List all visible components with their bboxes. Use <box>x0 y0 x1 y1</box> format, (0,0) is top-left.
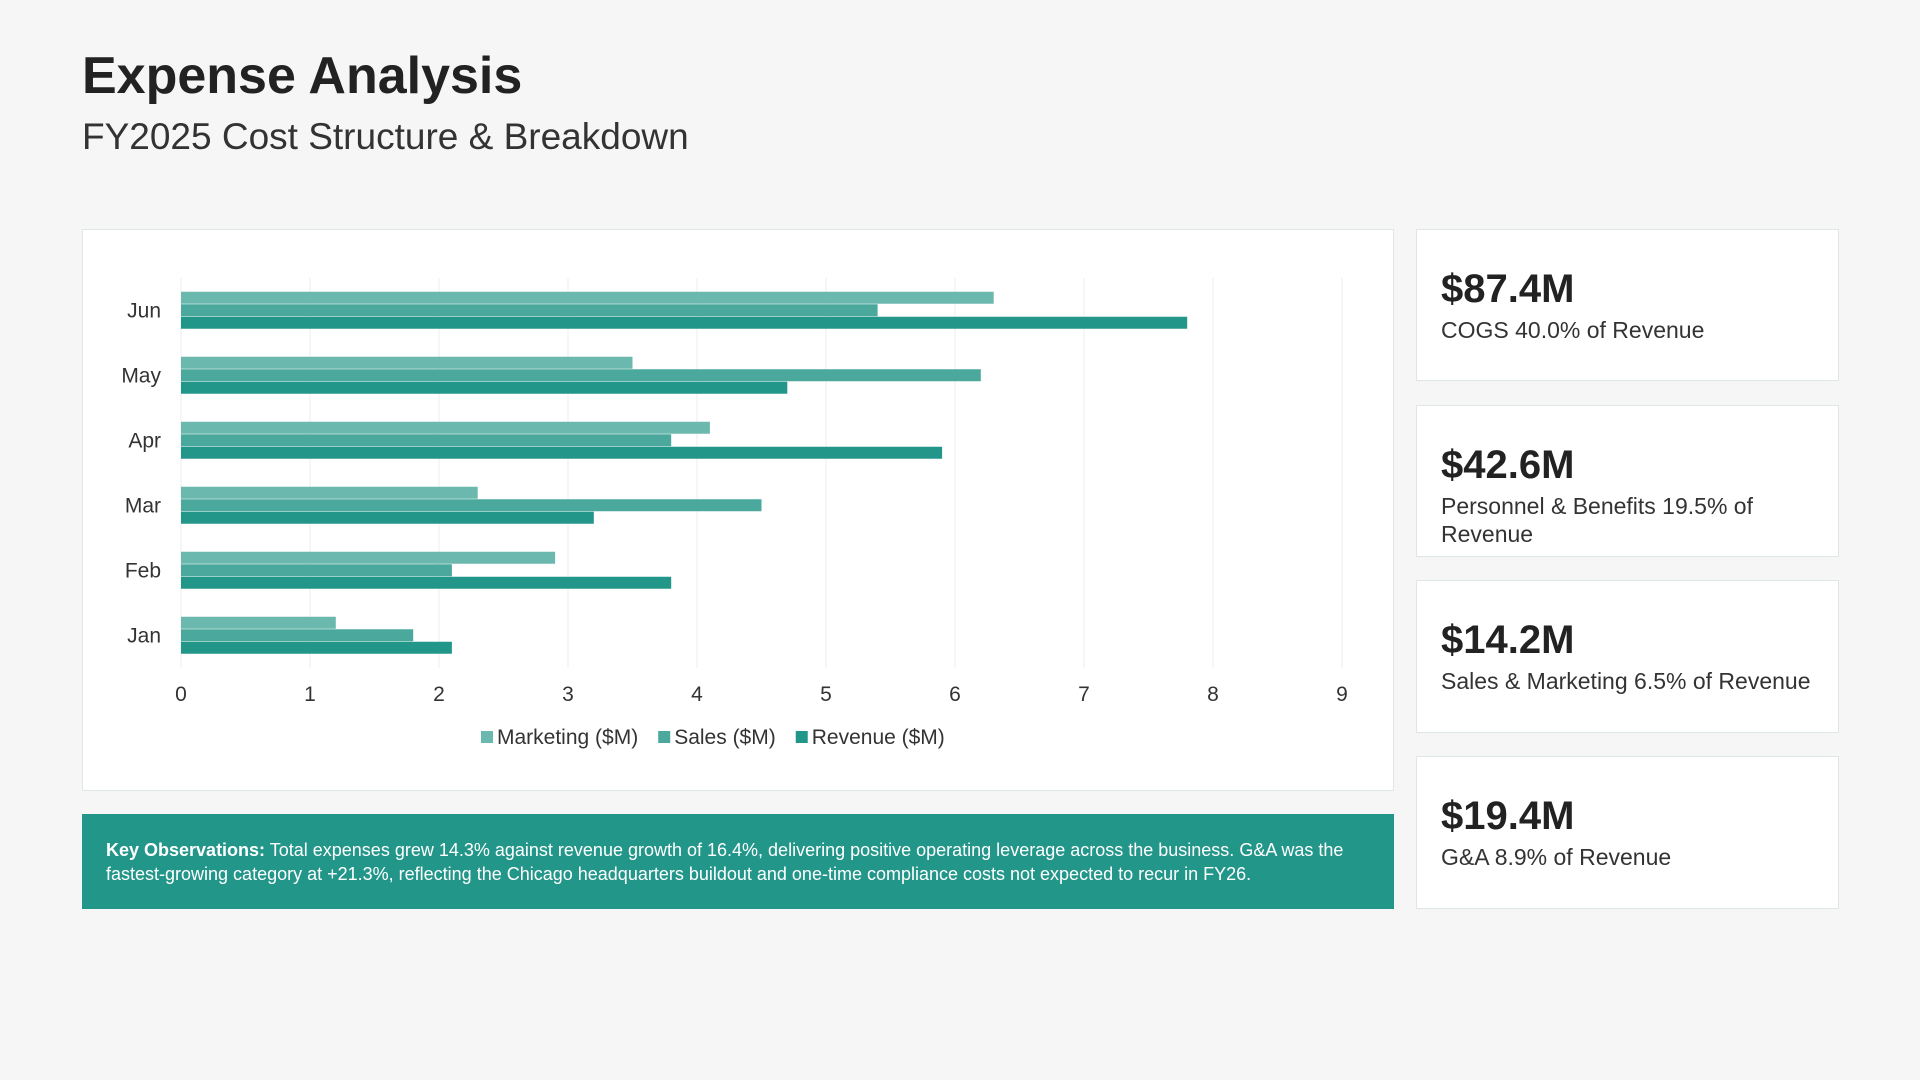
bar-marketing-mar <box>181 486 478 499</box>
legend-swatch <box>795 731 808 743</box>
legend-swatch <box>658 731 671 743</box>
kpi-card-personnel: $42.6M Personnel & Benefits 19.5% of Rev… <box>1416 405 1839 557</box>
x-tick-label: 0 <box>175 683 187 706</box>
bar-revenue-mar <box>181 511 594 524</box>
x-tick-label: 4 <box>691 683 703 706</box>
bar-marketing-jan <box>181 616 336 629</box>
kpi-label: COGS 40.0% of Revenue <box>1441 317 1705 343</box>
bar-chart: 0 1 2 3 4 5 6 7 8 9 Jan Feb Mar Apr May Jun Marketing ($… <box>121 278 1348 749</box>
bar-sales-jan <box>181 629 414 642</box>
y-tick-label: Apr <box>128 430 161 453</box>
kpi-card-ga: $19.4M G&A 8.9% of Revenue <box>1416 756 1839 909</box>
y-tick-label: Jun <box>127 300 161 323</box>
observations-text: Total expenses grew 14.3% against revenu… <box>106 840 1344 884</box>
bar-revenue-apr <box>181 446 943 459</box>
legend-label: Revenue ($M) <box>812 726 945 749</box>
bar-revenue-may <box>181 381 788 394</box>
y-tick-label: Mar <box>125 495 161 518</box>
kpi-value: $19.4M <box>1441 794 1575 838</box>
x-tick-label: 1 <box>304 683 316 706</box>
kpi-label: Sales & Marketing 6.5% of Revenue <box>1441 668 1811 694</box>
bar-revenue-jan <box>181 641 452 654</box>
bar-sales-feb <box>181 564 452 577</box>
kpi-value: $42.6M <box>1441 443 1575 487</box>
kpi-value: $14.2M <box>1441 618 1575 662</box>
page-subtitle: FY2025 Cost Structure & Breakdown <box>82 116 689 157</box>
bar-marketing-feb <box>181 551 556 564</box>
bar-marketing-may <box>181 356 633 369</box>
key-observations-box: Key Observations: Total expenses grew 14… <box>82 814 1394 909</box>
bar-marketing-jun <box>181 291 994 304</box>
kpi-value: $87.4M <box>1441 267 1575 311</box>
kpi-card-cogs: $87.4M COGS 40.0% of Revenue <box>1416 229 1839 381</box>
x-tick-label: 2 <box>433 683 445 706</box>
x-tick-label: 7 <box>1078 683 1090 706</box>
bar-revenue-jun <box>181 316 1188 329</box>
kpi-label: G&A 8.9% of Revenue <box>1441 844 1672 870</box>
kpi-label: Personnel & Benefits 19.5% of Revenue <box>1441 493 1753 547</box>
x-tick-label: 8 <box>1207 683 1219 706</box>
x-tick-label: 6 <box>949 683 961 706</box>
y-tick-label: May <box>121 365 161 388</box>
bar-revenue-feb <box>181 576 672 589</box>
bar-sales-apr <box>181 434 672 447</box>
chart-card: 0 1 2 3 4 5 6 7 8 9 Jan Feb Mar Apr May Jun Marketing ($… <box>82 229 1394 791</box>
bar-sales-may <box>181 369 981 382</box>
legend-label: Sales ($M) <box>674 726 776 749</box>
observations-label: Key Observations: <box>106 840 266 860</box>
page-title: Expense Analysis <box>82 47 523 105</box>
kpi-card-sales-marketing: $14.2M Sales & Marketing 6.5% of Revenue <box>1416 580 1839 733</box>
bar-sales-jun <box>181 304 878 317</box>
x-tick-label: 9 <box>1336 683 1348 706</box>
x-tick-label: 5 <box>820 683 832 706</box>
y-tick-label: Jan <box>127 625 161 648</box>
bar-sales-mar <box>181 499 762 512</box>
y-tick-label: Feb <box>125 560 161 583</box>
x-tick-label: 3 <box>562 683 574 706</box>
legend-label: Marketing ($M) <box>497 726 638 749</box>
legend-swatch <box>481 731 493 743</box>
bar-marketing-apr <box>181 421 710 434</box>
